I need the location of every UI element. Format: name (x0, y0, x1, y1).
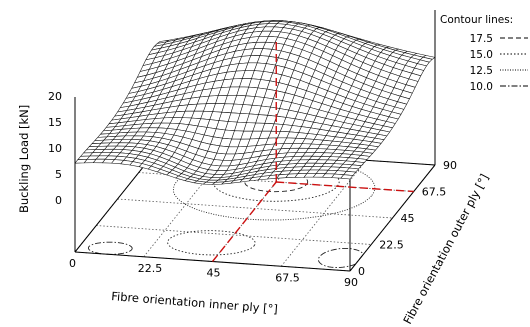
floor-right-edge (349, 164, 436, 272)
legend-label-3: 10.0 (470, 81, 493, 93)
z-tick-label-0: 0 (55, 194, 62, 207)
legend-title: Contour lines: (440, 14, 513, 26)
x-tick-label-4: 90 (344, 276, 358, 289)
z-tick-label-1: 5 (55, 168, 62, 181)
marker-line-y (276, 181, 414, 193)
contour-line-3 (167, 230, 256, 256)
x-tick-label-3: 67.5 (275, 271, 300, 284)
legend-label-1: 15.0 (470, 49, 493, 61)
maximum-marker-lines (211, 181, 414, 262)
z-tick-label-3: 15 (48, 116, 62, 129)
z-axis-label: Buckling Load [kN] (17, 105, 31, 213)
x-tick-label-0: 0 (69, 257, 76, 270)
z-tick-label-4: 20 (48, 90, 62, 103)
y-tick-label-1: 22.5 (379, 239, 404, 252)
contour-line-0 (244, 171, 309, 193)
y-tick-label-2: 45 (401, 212, 415, 225)
marker-line-x (211, 181, 277, 262)
y-tick-label-0: 0 (358, 265, 365, 278)
contour-line-5 (317, 247, 364, 268)
grid-line-y-1 (96, 225, 372, 245)
z-tick-label-2: 10 (48, 142, 62, 155)
grid-line-x-3 (280, 159, 367, 267)
legend: Contour lines: 17.5 15.0 12.5 10.0 (440, 14, 528, 93)
x-tick-label-2: 45 (207, 267, 221, 280)
surface-cell-29-0 (340, 174, 354, 180)
y-tick-label-3: 67.5 (422, 186, 447, 199)
y-tick-label-4: 90 (443, 159, 457, 172)
x-axis-label: Fibre orientation inner ply [°] (111, 289, 279, 316)
contour-line-4 (87, 241, 133, 255)
x-tick-label-1: 22.5 (138, 262, 163, 275)
legend-label-2: 12.5 (470, 65, 493, 77)
legend-label-0: 17.5 (470, 33, 493, 45)
surface-mesh (74, 20, 436, 185)
